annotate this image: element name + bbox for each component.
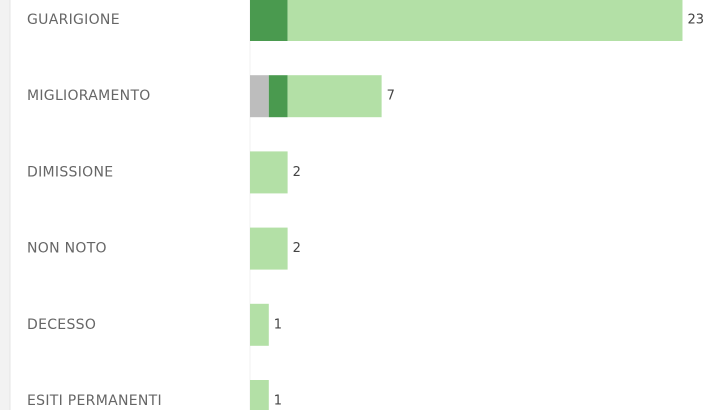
- bar-segment: [250, 151, 288, 194]
- category-label: MIGLIORAMENTO: [27, 88, 151, 104]
- category-label: NON NOTO: [27, 241, 107, 257]
- category-label: DECESSO: [27, 317, 96, 333]
- left-shadow: [0, 0, 10, 410]
- category-label: DIMISSIONE: [27, 164, 113, 180]
- bar-segment: [287, 0, 683, 41]
- category-label: GUARIGIONE: [27, 12, 120, 28]
- total-label: 1: [274, 394, 282, 409]
- bar-segment: [250, 75, 269, 118]
- bar-segment: [250, 380, 269, 410]
- total-label: 7: [387, 89, 395, 104]
- bar-segment: [268, 75, 288, 118]
- bar-segment: [250, 303, 269, 346]
- total-label: 23: [687, 13, 704, 28]
- bar-segment: [250, 227, 288, 270]
- bar-segment: [287, 75, 382, 118]
- total-label: 2: [293, 165, 301, 180]
- category-label: ESITI PERMANENTI: [27, 393, 162, 409]
- bar-segment: [250, 0, 288, 41]
- total-label: 1: [274, 317, 282, 332]
- total-label: 2: [293, 241, 301, 256]
